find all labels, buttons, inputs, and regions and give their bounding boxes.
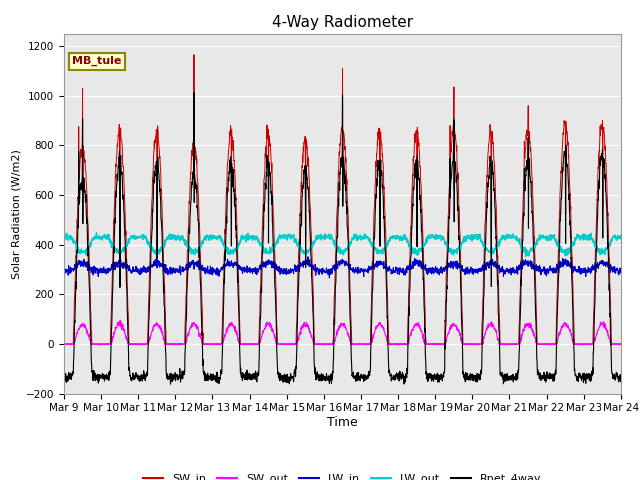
SW_out [568,333,575,339]
Legend: SW_in, SW_out, LW_in, LW_out, Rnet_4way: SW_in, SW_out, LW_in, LW_out, Rnet_4way [139,469,546,480]
LW_out [216,234,223,240]
SW_in [190,52,198,58]
Y-axis label: Solar Radiation (W/m2): Solar Radiation (W/m2) [12,149,22,278]
Rnet_4way [190,90,198,96]
LW_out [371,245,379,251]
LW_in [216,270,223,276]
SW_out [216,341,223,347]
LW_in [359,266,367,272]
LW_in [568,264,576,270]
LW_in [584,266,591,272]
Rnet_4way [359,373,367,379]
SW_out [371,329,379,335]
Title: 4-Way Radiometer: 4-Way Radiometer [272,15,413,30]
Line: LW_in: LW_in [64,257,621,278]
Rnet_4way [216,374,223,380]
SW_out [116,317,124,323]
LW_out [568,241,576,247]
SW_out [617,341,625,347]
LW_in [153,254,161,260]
SW_out [584,341,591,347]
SW_in [60,341,68,347]
Line: SW_in: SW_in [64,55,621,344]
SW_out [504,342,512,348]
Line: SW_out: SW_out [64,320,621,345]
Rnet_4way [371,216,379,221]
Line: LW_out: LW_out [64,233,621,256]
LW_out [93,230,100,236]
LW_out [60,236,68,241]
Line: Rnet_4way: Rnet_4way [64,93,621,384]
SW_in [584,341,591,347]
SW_in [359,341,367,347]
X-axis label: Time: Time [327,416,358,429]
SW_in [371,197,379,203]
LW_in [371,263,379,269]
Text: MB_tule: MB_tule [72,56,122,66]
LW_out [504,235,512,240]
SW_out [616,342,623,348]
Rnet_4way [568,281,576,287]
LW_in [505,268,513,274]
Rnet_4way [505,374,513,380]
Rnet_4way [166,381,174,387]
LW_out [617,236,625,242]
Rnet_4way [617,372,625,377]
Rnet_4way [584,372,591,378]
SW_out [359,341,367,347]
LW_out [584,236,591,241]
LW_in [326,275,333,281]
LW_in [617,267,625,273]
SW_in [617,341,625,347]
SW_out [60,341,68,347]
SW_in [568,250,575,256]
LW_out [522,253,529,259]
LW_out [359,236,367,242]
LW_in [60,267,68,273]
SW_in [216,341,223,347]
Rnet_4way [60,372,68,378]
SW_in [504,341,512,347]
